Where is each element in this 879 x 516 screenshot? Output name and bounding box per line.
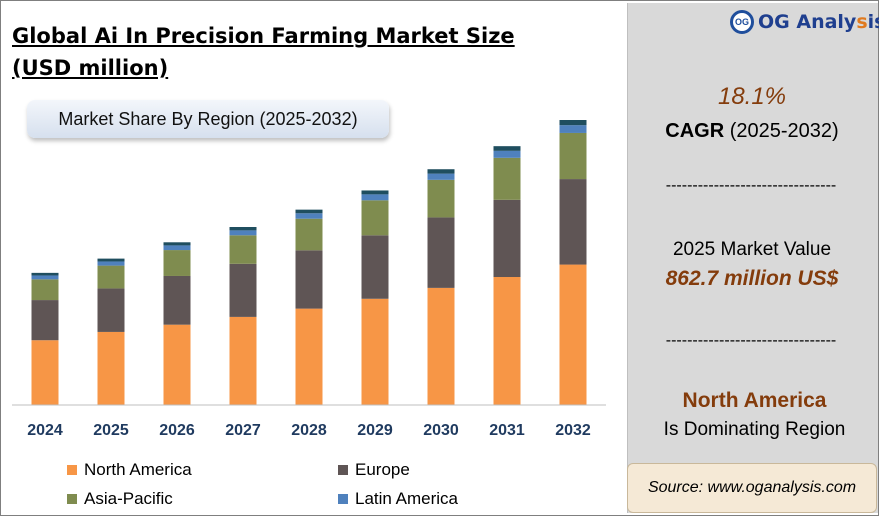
dominating-region: North America [682, 389, 827, 412]
bar-2032-series-1 [559, 179, 587, 265]
bar-2026-series-2 [163, 250, 191, 276]
bar-2025-series-4 [97, 258, 125, 262]
logo-text-suffix: is [867, 11, 879, 33]
bar-2032-series-0 [559, 264, 587, 405]
bar-2028-series-1 [295, 250, 323, 309]
x-tick-label: 2028 [291, 422, 327, 439]
dominating-region-label: Is Dominating Region [663, 419, 846, 440]
legend-label: North America [84, 460, 192, 479]
cagr-label-text: CAGR [665, 120, 725, 142]
bar-2031-series-2 [493, 157, 521, 200]
bar-2030-series-2 [427, 179, 455, 218]
logo-icon: OG [730, 10, 754, 34]
x-tick-label: 2030 [423, 422, 459, 439]
legend-item: North America [67, 460, 192, 480]
bar-2024-series-3 [31, 275, 59, 280]
x-tick-label: 2026 [159, 422, 195, 439]
bar-2030-series-3 [427, 173, 455, 180]
bar-2027-series-2 [229, 235, 257, 264]
bar-2031-series-1 [493, 199, 521, 278]
brand-logo: OG OG Analysis [730, 10, 879, 34]
bar-2029-series-1 [361, 235, 389, 299]
bar-2030-series-0 [427, 287, 455, 405]
cagr-value: 18.1% [717, 83, 787, 110]
divider-top: -------------------------------- [665, 177, 837, 194]
legend-item: Asia-Pacific [67, 489, 173, 509]
x-tick-labels: 2024 2025 2026 2027 2028 2029 2030 2031 2032 [27, 422, 591, 439]
bar-2031-series-4 [493, 146, 521, 151]
bar-2032-series-2 [559, 132, 587, 180]
x-tick-label: 2024 [27, 422, 63, 439]
bar-2027-series-0 [229, 316, 257, 405]
x-tick-label: 2032 [555, 422, 591, 439]
bar-2026-series-3 [163, 245, 191, 251]
bar-2027-series-1 [229, 263, 257, 317]
x-tick-label: 2029 [357, 422, 393, 439]
logo-text-accent: s [856, 11, 868, 33]
bar-2024-series-0 [31, 340, 59, 405]
info-panel [627, 3, 878, 513]
chart-subtitle: Market Share By Region (2025-2032) [27, 100, 389, 138]
legend-label: Europe [355, 460, 410, 479]
logo-text: OG Analysis [758, 11, 879, 33]
bar-2025-series-2 [97, 265, 125, 289]
bar-2031-series-3 [493, 150, 521, 158]
x-tick-label: 2031 [489, 422, 525, 439]
bar-2025-series-3 [97, 261, 125, 266]
divider-bottom: -------------------------------- [665, 332, 837, 349]
bar-2028-series-0 [295, 308, 323, 405]
legend-swatch [67, 494, 77, 504]
bar-2025-series-0 [97, 331, 125, 405]
cagr-label: CAGR (2025-2032) [627, 120, 877, 143]
bar-2031-series-0 [493, 277, 521, 405]
bar-2026-series-4 [163, 242, 191, 246]
bar-2027-series-4 [229, 227, 257, 231]
bar-2028-series-2 [295, 218, 323, 251]
legend-swatch [338, 494, 348, 504]
legend-swatch [338, 465, 348, 475]
bar-2029-series-4 [361, 190, 389, 195]
bar-2028-series-3 [295, 213, 323, 219]
legend-item: Latin America [338, 489, 458, 509]
cagr-period: (2025-2032) [729, 120, 839, 142]
legend-item: Europe [338, 460, 410, 480]
bar-2029-series-2 [361, 200, 389, 236]
legend-label: Latin America [355, 489, 458, 508]
market-value-label: 2025 Market Value [672, 239, 832, 260]
stacked-bar-chart: 2024 2025 2026 2027 2028 2029 2030 2031 2032 [12, 120, 606, 439]
bar-2025-series-1 [97, 288, 125, 332]
bar-2028-series-4 [295, 209, 323, 214]
bar-2029-series-0 [361, 298, 389, 405]
bar-2032-series-4 [559, 120, 587, 126]
bar-2030-series-1 [427, 217, 455, 288]
source-citation: Source: www.oganalysis.com [627, 463, 877, 513]
bar-2026-series-1 [163, 275, 191, 325]
legend-label: Asia-Pacific [84, 489, 173, 508]
chart-title: Global Ai In Precision Farming Market Si… [12, 24, 515, 80]
x-tick-label: 2027 [225, 422, 261, 439]
bar-2024-series-4 [31, 272, 59, 276]
bar-2032-series-3 [559, 125, 587, 133]
bar-2029-series-3 [361, 194, 389, 201]
bar-2026-series-0 [163, 324, 191, 405]
x-tick-label: 2025 [93, 422, 129, 439]
bar-2024-series-2 [31, 279, 59, 301]
legend-swatch [67, 465, 77, 475]
market-value: 862.7 million US$ [665, 267, 839, 290]
bar-2027-series-3 [229, 230, 257, 236]
logo-text-prefix: OG Analy [758, 11, 857, 33]
bar-2024-series-1 [31, 300, 59, 341]
bar-layer [31, 120, 587, 405]
bar-2030-series-4 [427, 169, 455, 174]
